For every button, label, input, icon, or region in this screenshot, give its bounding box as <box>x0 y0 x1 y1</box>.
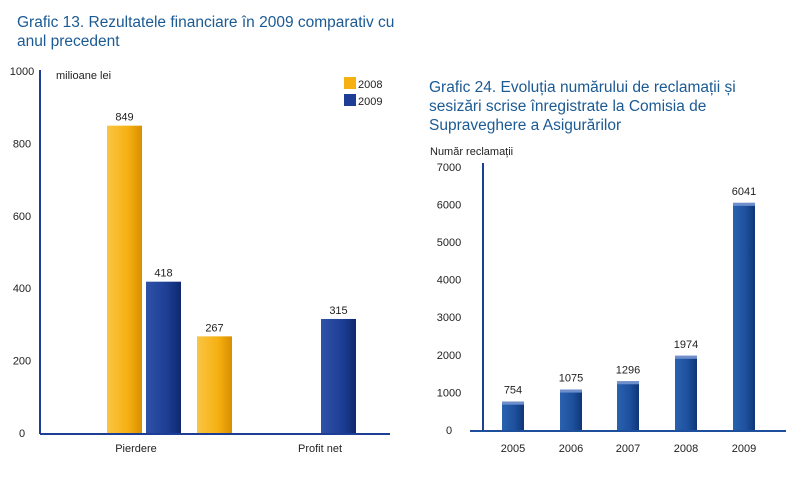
chart-2-title: Grafic 24. Evoluția numărului de reclama… <box>429 79 736 134</box>
y-axis-label: Număr reclamații <box>430 146 513 158</box>
y-tick-label: 400 <box>13 283 31 295</box>
bar-2009-pierdere <box>146 281 181 433</box>
category-label: 2006 <box>559 443 583 455</box>
data-label: 1974 <box>674 339 698 351</box>
bar-2007 <box>617 381 639 430</box>
bar-2009 <box>733 202 755 430</box>
data-label: 1296 <box>616 364 640 376</box>
data-label: 6041 <box>732 186 756 198</box>
bar-top-highlight <box>675 355 697 359</box>
y-tick-label: 4000 <box>437 275 461 287</box>
y-tick-label: 0 <box>19 428 25 440</box>
y-tick-label: 1000 <box>10 66 34 78</box>
y-axis-label: milioane lei <box>56 70 111 82</box>
category-label: Pierdere <box>115 443 157 455</box>
y-tick-label: 5000 <box>437 237 461 249</box>
bar-2006 <box>560 389 582 430</box>
data-label: 315 <box>329 305 347 317</box>
category-label: 2007 <box>616 443 640 455</box>
bar-2008 <box>675 355 697 430</box>
data-label: 754 <box>504 385 522 397</box>
category-label: 2008 <box>674 443 698 455</box>
chart-1-title: Grafic 13. Rezultatele financiare în 200… <box>17 14 395 50</box>
bar-2005 <box>502 401 524 430</box>
y-tick-label: 0 <box>446 425 452 437</box>
y-tick-label: 600 <box>13 211 31 223</box>
legend-label: 2008 <box>358 79 382 91</box>
bar-top-highlight <box>617 381 639 385</box>
y-tick-label: 7000 <box>437 162 461 174</box>
y-tick-label: 200 <box>13 356 31 368</box>
bar-top-highlight <box>733 202 755 206</box>
y-tick-label: 2000 <box>437 350 461 362</box>
legend-swatch-2009 <box>344 94 356 106</box>
bar-top-highlight <box>502 401 524 405</box>
legend-swatch-2008 <box>344 77 356 89</box>
bar-2008-pierdere <box>107 125 142 434</box>
data-label: 849 <box>115 112 133 124</box>
data-label: 267 <box>205 322 223 334</box>
category-label: 2009 <box>732 443 756 455</box>
category-label: Profit net <box>298 443 342 455</box>
bar-top-highlight <box>560 389 582 393</box>
y-tick-label: 3000 <box>437 312 461 324</box>
y-tick-label: 800 <box>13 138 31 150</box>
y-tick-label: 6000 <box>437 199 461 211</box>
category-label: 2005 <box>501 443 525 455</box>
bar-2008-profit-net <box>197 336 232 433</box>
data-label: 418 <box>154 268 172 280</box>
bar-2009-profit-net <box>321 318 356 433</box>
y-tick-label: 1000 <box>437 387 461 399</box>
data-label: 1075 <box>559 373 583 385</box>
legend-label: 2009 <box>358 96 382 108</box>
